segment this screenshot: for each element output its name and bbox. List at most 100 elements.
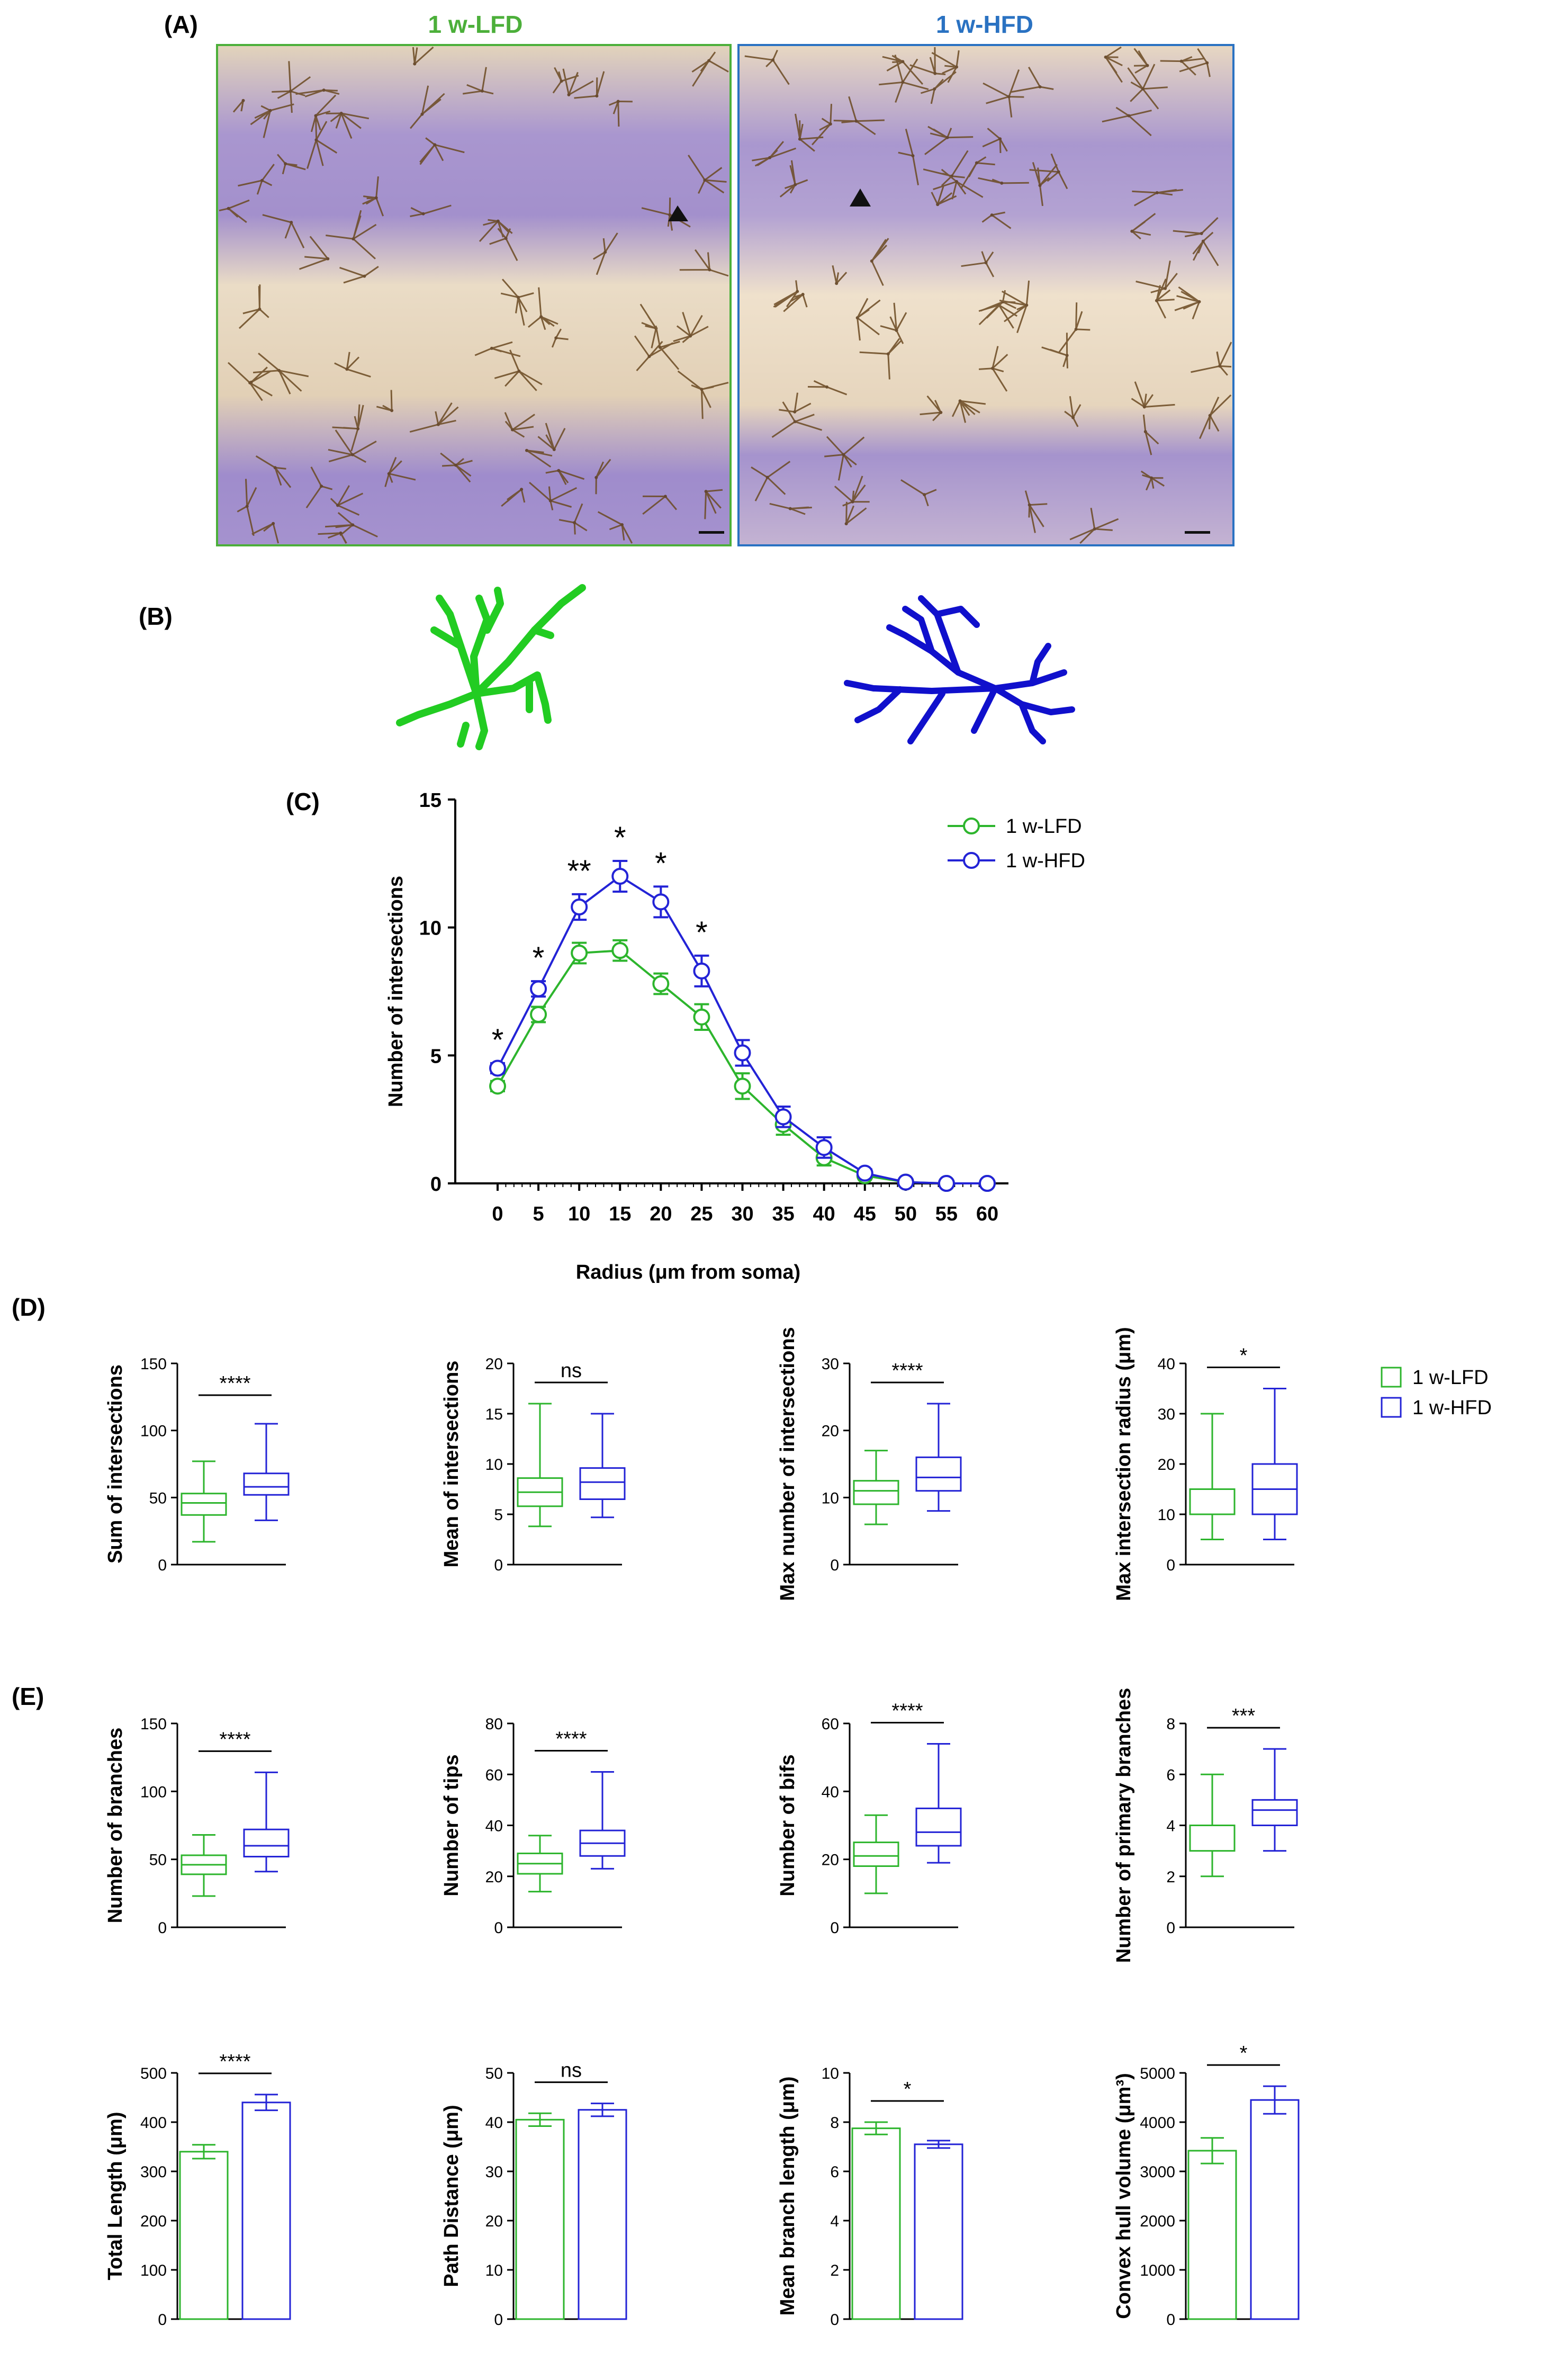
astrocyte-process xyxy=(1133,48,1148,74)
hfd-traced-astrocyte xyxy=(844,595,1075,744)
astrocyte-process xyxy=(250,366,272,383)
astrocyte-soma xyxy=(258,307,262,311)
astrocyte-process xyxy=(262,214,305,248)
astrocyte-soma xyxy=(704,490,708,493)
panel-label-b: (B) xyxy=(139,603,173,630)
astrocyte-soma xyxy=(272,522,275,525)
astrocyte-soma xyxy=(793,420,797,424)
astrocyte-process xyxy=(811,104,832,146)
y-tick-label: 50 xyxy=(149,1489,167,1507)
y-tick-label: 0 xyxy=(830,2311,839,2329)
astrocyte-soma xyxy=(911,154,915,158)
data-point xyxy=(489,1059,506,1077)
y-tick-label: 0 xyxy=(158,1557,167,1574)
astrocyte-soma xyxy=(436,423,440,426)
astrocyte-process xyxy=(1069,508,1119,544)
astrocyte-soma xyxy=(374,196,378,200)
astrocyte-process xyxy=(1041,333,1068,369)
astrocyte-process xyxy=(409,402,459,433)
y-tick-label: 20 xyxy=(485,1355,503,1373)
astrocyte-process xyxy=(771,401,823,438)
astrocyte-soma xyxy=(1104,55,1107,59)
y-tick-label: 50 xyxy=(485,2065,503,2082)
panel-label-e: (E) xyxy=(12,1683,44,1710)
astrocyte-process xyxy=(339,266,379,284)
astrocyte-soma xyxy=(1000,181,1004,185)
data-point xyxy=(856,1164,873,1182)
astrocyte-process xyxy=(961,251,995,277)
astrocyte-soma xyxy=(387,472,391,475)
astrocyte-soma xyxy=(490,346,493,350)
astrocyte-soma xyxy=(793,410,797,414)
astrocyte-soma xyxy=(998,137,1002,141)
astrocyte-process xyxy=(951,400,986,423)
astrocyte-process xyxy=(1105,46,1123,83)
astrocyte-soma xyxy=(241,98,245,102)
astrocyte-process xyxy=(779,160,808,197)
astrocyte-soma xyxy=(320,484,323,488)
y-tick-label: 0 xyxy=(1166,2311,1175,2329)
astrocyte-process xyxy=(824,436,865,481)
astrocyte-process xyxy=(232,100,244,113)
y-tick-label: 2 xyxy=(1166,1869,1175,1886)
astrocyte-soma xyxy=(339,112,343,115)
y-tick-label: 10 xyxy=(485,1456,503,1474)
significance-label: *** xyxy=(1232,1705,1256,1727)
astrocyte-soma xyxy=(245,505,249,508)
y-axis-label: Max intersection radius (μm) xyxy=(1113,1327,1135,1601)
y-tick-label: 10 xyxy=(822,1489,839,1507)
astrocyte-process xyxy=(960,156,995,189)
legend-marker xyxy=(963,852,980,869)
astrocyte-process xyxy=(639,303,657,348)
astrocyte-soma xyxy=(273,466,277,470)
astrocyte-process xyxy=(1192,231,1219,266)
astrocyte-process xyxy=(769,502,812,515)
x-tick-label: 20 xyxy=(650,1203,672,1225)
data-point xyxy=(897,1173,914,1191)
astrocyte-process xyxy=(537,423,566,451)
astrocyte-process xyxy=(253,353,309,394)
data-point xyxy=(693,1008,710,1026)
astrocyte-soma xyxy=(936,203,940,206)
astrocyte-process xyxy=(879,55,929,103)
astrocyte-process xyxy=(593,232,618,275)
astrocyte-process xyxy=(673,312,709,343)
astrocyte-soma xyxy=(771,58,775,62)
bar xyxy=(515,2118,565,2320)
astrocyte-process xyxy=(751,461,791,501)
panel-label-c: (C) xyxy=(286,788,320,815)
lfd-micrograph xyxy=(216,44,732,546)
lfd-traced-astrocyte xyxy=(396,584,586,750)
data-point xyxy=(571,899,588,915)
box xyxy=(579,1467,626,1501)
bar xyxy=(1187,2150,1237,2320)
y-axis-label: Number of branches xyxy=(104,1728,127,1924)
astrocyte-soma xyxy=(658,346,662,349)
astrocyte-process xyxy=(845,501,867,525)
astrocyte-soma xyxy=(336,504,339,507)
x-tick-label: 50 xyxy=(895,1203,917,1225)
y-axis-label: Mean of intersections xyxy=(440,1361,463,1568)
y-tick-label: 300 xyxy=(140,2163,167,2181)
data-point xyxy=(530,1006,547,1023)
legend-label-hfd: 1 w-HFD xyxy=(1412,1397,1492,1419)
astrocyte-soma xyxy=(413,62,417,66)
x-axis-label: Radius (μm from soma) xyxy=(576,1261,800,1283)
data-point xyxy=(734,1044,751,1062)
astrocyte-process xyxy=(981,211,1012,229)
astrocyte-soma xyxy=(480,89,484,93)
y-axis-label: Number of primary branches xyxy=(1113,1688,1135,1963)
astrocyte-soma xyxy=(352,237,355,241)
x-tick-label: 5 xyxy=(533,1203,544,1225)
astrocyte-process xyxy=(677,370,729,419)
arrowhead-icon xyxy=(850,188,871,206)
astrocyte-process xyxy=(526,450,553,468)
astrocyte-process xyxy=(1058,302,1091,353)
legend-marker xyxy=(963,818,980,834)
astrocyte-process xyxy=(1174,286,1200,320)
y-axis-label: Number of bifs xyxy=(777,1754,799,1896)
y-tick-label: 1000 xyxy=(1140,2262,1175,2279)
astrocyte-soma xyxy=(326,257,330,261)
astrocyte-process xyxy=(1024,490,1048,533)
